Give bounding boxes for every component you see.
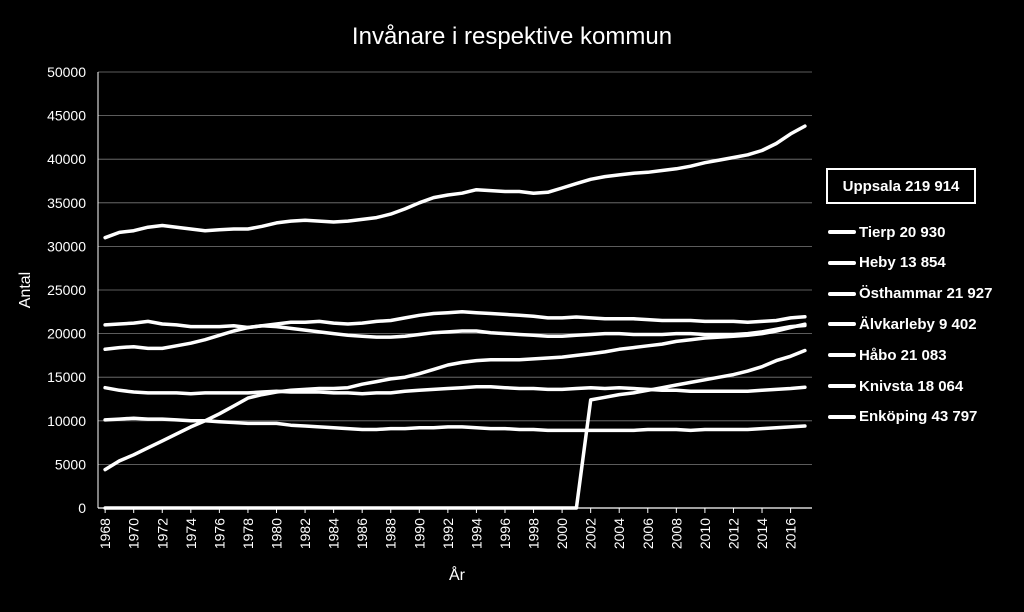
series-line-1 <box>103 310 807 330</box>
legend-swatch <box>828 384 856 388</box>
y-tick-label: 35000 <box>47 195 86 211</box>
y-tick-label: 20000 <box>47 326 86 342</box>
x-tick-label: 1998 <box>526 518 542 549</box>
y-axis-title: Antal <box>17 272 34 308</box>
x-tick-label: 1982 <box>297 518 313 549</box>
y-tick-label: 40000 <box>47 151 86 167</box>
x-tick-label: 2002 <box>583 518 599 549</box>
legend-label: Enköping 43 797 <box>859 408 978 426</box>
y-tick-label: 15000 <box>47 369 86 385</box>
y-tick-label: 10000 <box>47 413 86 429</box>
legend-label: Knivsta 18 064 <box>859 377 964 395</box>
x-tick-label: 1996 <box>497 518 513 549</box>
series-line-2 <box>103 385 807 396</box>
uppsala-callout: Uppsala 219 914 <box>826 168 976 204</box>
series-line-5 <box>103 322 807 472</box>
x-tick-label: 1988 <box>383 518 399 549</box>
series-line-6 <box>103 348 807 510</box>
gridlines <box>97 71 812 509</box>
legend-swatch <box>828 353 856 358</box>
y-axis-ticks: 0 5000 10000 15000 20000 25000 30000 35000 40000… <box>47 64 86 516</box>
legend-item: Heby 13 854 <box>828 253 946 273</box>
x-tick-label: 1990 <box>411 518 427 549</box>
x-tick-label: 2000 <box>554 518 570 549</box>
x-tick-label: 2006 <box>640 518 656 549</box>
y-tick-label: 45000 <box>47 108 86 124</box>
legend-swatch <box>828 322 856 327</box>
series-line-4 <box>103 416 807 433</box>
x-axis-ticks: 1968 1970 1972 1974 1976 1978 1980 1982 1984 1986… <box>97 508 799 549</box>
x-axis-title: År <box>449 565 466 584</box>
legend-label: Tierp 20 930 <box>859 223 946 241</box>
y-tick-label: 0 <box>78 500 86 516</box>
legend-label: Heby 13 854 <box>859 254 946 272</box>
legend-swatch <box>828 260 856 265</box>
legend-item: Östhammar 21 927 <box>828 284 992 304</box>
legend-label: Älvkarleby 9 402 <box>859 315 977 333</box>
x-tick-label: 2012 <box>725 518 741 549</box>
legend-label: Östhammar 21 927 <box>859 285 993 303</box>
x-tick-label: 2010 <box>697 518 713 549</box>
legend-item: Enköping 43 797 <box>828 407 977 427</box>
x-tick-label: 2016 <box>783 518 799 549</box>
legend-swatch <box>828 414 856 419</box>
x-tick-label: 1974 <box>183 518 199 549</box>
legend-item: Håbo 21 083 <box>828 345 947 365</box>
legend-item: Älvkarleby 9 402 <box>828 314 977 334</box>
x-tick-label: 2008 <box>668 518 684 549</box>
series-line-7 <box>103 124 807 240</box>
x-tick-label: 1992 <box>440 518 456 549</box>
y-tick-label: 25000 <box>47 282 86 298</box>
x-tick-label: 1968 <box>97 518 113 549</box>
x-tick-label: 1978 <box>240 518 256 549</box>
y-tick-label: 5000 <box>55 456 86 472</box>
legend-label: Håbo 21 083 <box>859 346 947 364</box>
series-lines <box>103 124 807 510</box>
x-tick-label: 1986 <box>354 518 370 549</box>
x-tick-label: 2014 <box>754 518 770 549</box>
x-tick-label: 1994 <box>468 518 484 549</box>
x-tick-label: 1980 <box>269 518 285 549</box>
legend-swatch <box>828 291 856 296</box>
x-tick-label: 1984 <box>326 518 342 549</box>
chart-title: Invånare i respektive kommun <box>352 23 672 50</box>
legend-item: Knivsta 18 064 <box>828 376 963 396</box>
legend-swatch <box>828 230 856 234</box>
x-tick-label: 1972 <box>154 518 170 549</box>
y-tick-label: 30000 <box>47 238 86 254</box>
legend-item: Tierp 20 930 <box>828 222 945 242</box>
y-tick-label: 50000 <box>47 64 86 80</box>
x-tick-label: 2004 <box>611 518 627 549</box>
series-line-3 <box>103 323 807 352</box>
x-tick-label: 1970 <box>126 518 142 549</box>
x-tick-label: 1976 <box>211 518 227 549</box>
